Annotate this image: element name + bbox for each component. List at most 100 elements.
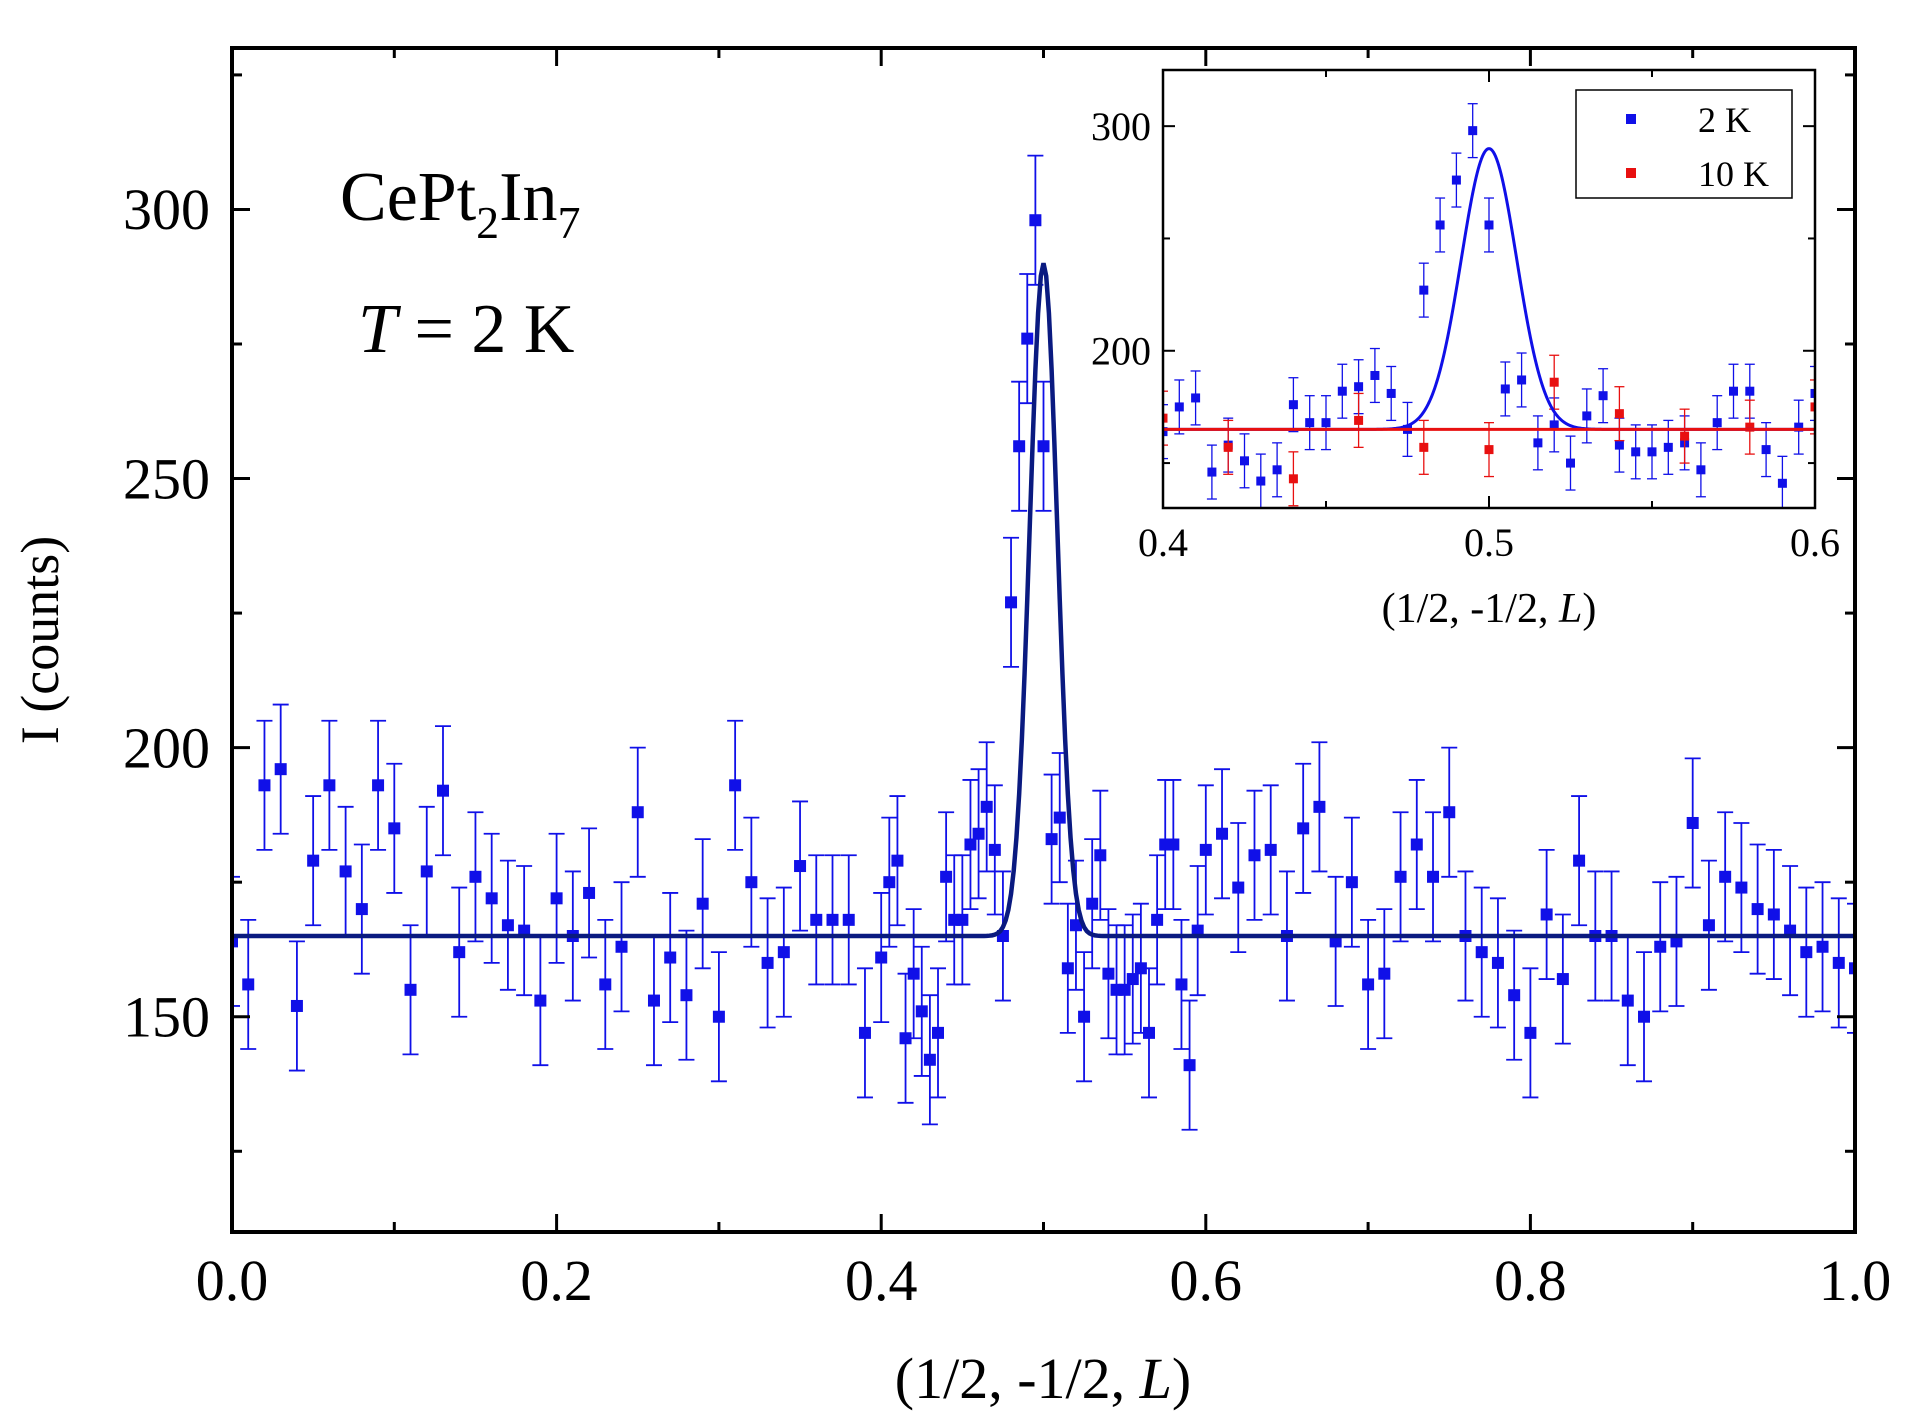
data-point [1037,440,1050,453]
x-tick-label: 0.2 [520,1248,593,1313]
data-point [875,951,888,964]
data-point [1029,214,1042,227]
data-point [1475,946,1488,959]
inset-axis-ticks: 0.4 0.5 0.6 200 300 [1091,70,1840,565]
data-point [372,779,385,792]
data-point [1573,854,1586,867]
data-point [729,779,742,792]
inset-x-axis-label-italic: L [1558,586,1582,632]
data-point [1354,382,1364,392]
data-point [242,978,255,991]
data-point [1378,967,1391,980]
clipped-plot-area [1163,103,1815,508]
legend-box [1575,89,1793,199]
data-point [1167,838,1180,851]
data-point [274,763,287,776]
inset-chart: 0.4 0.5 0.6 200 300 (1/2, -1/2, L) 2 K 10 K [1091,68,1840,632]
compound-label-part-2: In [499,159,557,236]
data-point [1086,897,1099,910]
data-point [1670,935,1683,948]
inset-x-axis-label-prefix: (1/2, -1/2, [1382,586,1559,632]
data-point [1443,806,1456,819]
data-point [1735,881,1748,894]
x-tick-label: 0.4 [845,1248,918,1313]
data-point [1248,849,1261,862]
data-point [1702,919,1715,932]
data-point [1484,445,1494,455]
data-point [485,892,498,905]
compound-label-part-1: CePt [340,159,477,236]
data-point [696,897,709,910]
data-point [355,903,368,916]
data-point [583,886,596,899]
x-tick-label: 0.6 [1170,1248,1243,1313]
temperature-label: T = 2 K [358,291,574,368]
data-point [1680,431,1690,441]
data-point [923,1053,936,1066]
data-point [1094,849,1107,862]
data-point [1500,384,1510,394]
inset-x-axis-label: (1/2, -1/2, L) [1382,586,1597,632]
x-tick-label: 0.8 [1494,1248,1567,1313]
data-point [712,1010,725,1023]
legend-marker-10k [1626,168,1636,178]
data-point [1517,375,1527,385]
data-point [1151,913,1164,926]
data-point [664,951,677,964]
data-point [745,876,758,889]
data-point [1524,1026,1537,1039]
compound-label: CePt2In7 [340,159,580,248]
data-point [1134,962,1147,975]
compound-label-subscript-2: 7 [557,197,580,248]
data-point [1232,881,1245,894]
data-point [1240,456,1249,466]
data-point [1345,876,1358,889]
data-point [1305,418,1315,428]
data-point [599,978,612,991]
data-point [777,946,790,959]
data-point [1264,843,1277,856]
data-point [1784,924,1797,937]
data-point [1696,465,1706,475]
data-point [1540,908,1553,921]
data-point [1794,422,1804,432]
main-x-axis-label-prefix: (1/2, -1/2, [895,1346,1140,1411]
data-point [1686,816,1699,829]
data-point [1761,445,1771,455]
data-point [972,827,985,840]
data-point [1491,956,1504,969]
data-point [1427,870,1440,883]
data-point [1174,402,1184,412]
data-point [1484,220,1494,230]
data-point [915,1005,928,1018]
data-point [1598,391,1608,401]
data-point [1288,400,1298,410]
data-point [1556,973,1569,986]
data-point [1508,989,1521,1002]
data-point [1663,442,1673,452]
data-point [842,913,855,926]
data-point [1118,983,1131,996]
data-point [232,935,238,948]
data-point [980,800,993,813]
data-point [1163,427,1168,437]
data-point [631,806,644,819]
fit-curve [232,262,1855,939]
data-point [1800,946,1813,959]
data-point [647,994,660,1007]
main-y-axis-label: I (counts) [10,536,70,744]
data-point [1566,458,1575,468]
compound-label-subscript-1: 2 [476,197,499,248]
data-point [1386,388,1396,398]
inset-plot-marks [1163,103,1815,508]
temperature-variable: T [358,291,402,368]
data-point [290,999,303,1012]
data-point [1654,940,1667,953]
main-plot-marks [232,154,1855,1131]
main-chart: 0.0 0.2 0.4 0.6 0.8 1.0 150 200 250 300 I (counts… [10,46,1891,1411]
data-point [615,940,628,953]
legend-marker-2k [1626,114,1636,124]
data-point [1126,973,1139,986]
data-point [1362,978,1375,991]
data-point [1621,994,1634,1007]
